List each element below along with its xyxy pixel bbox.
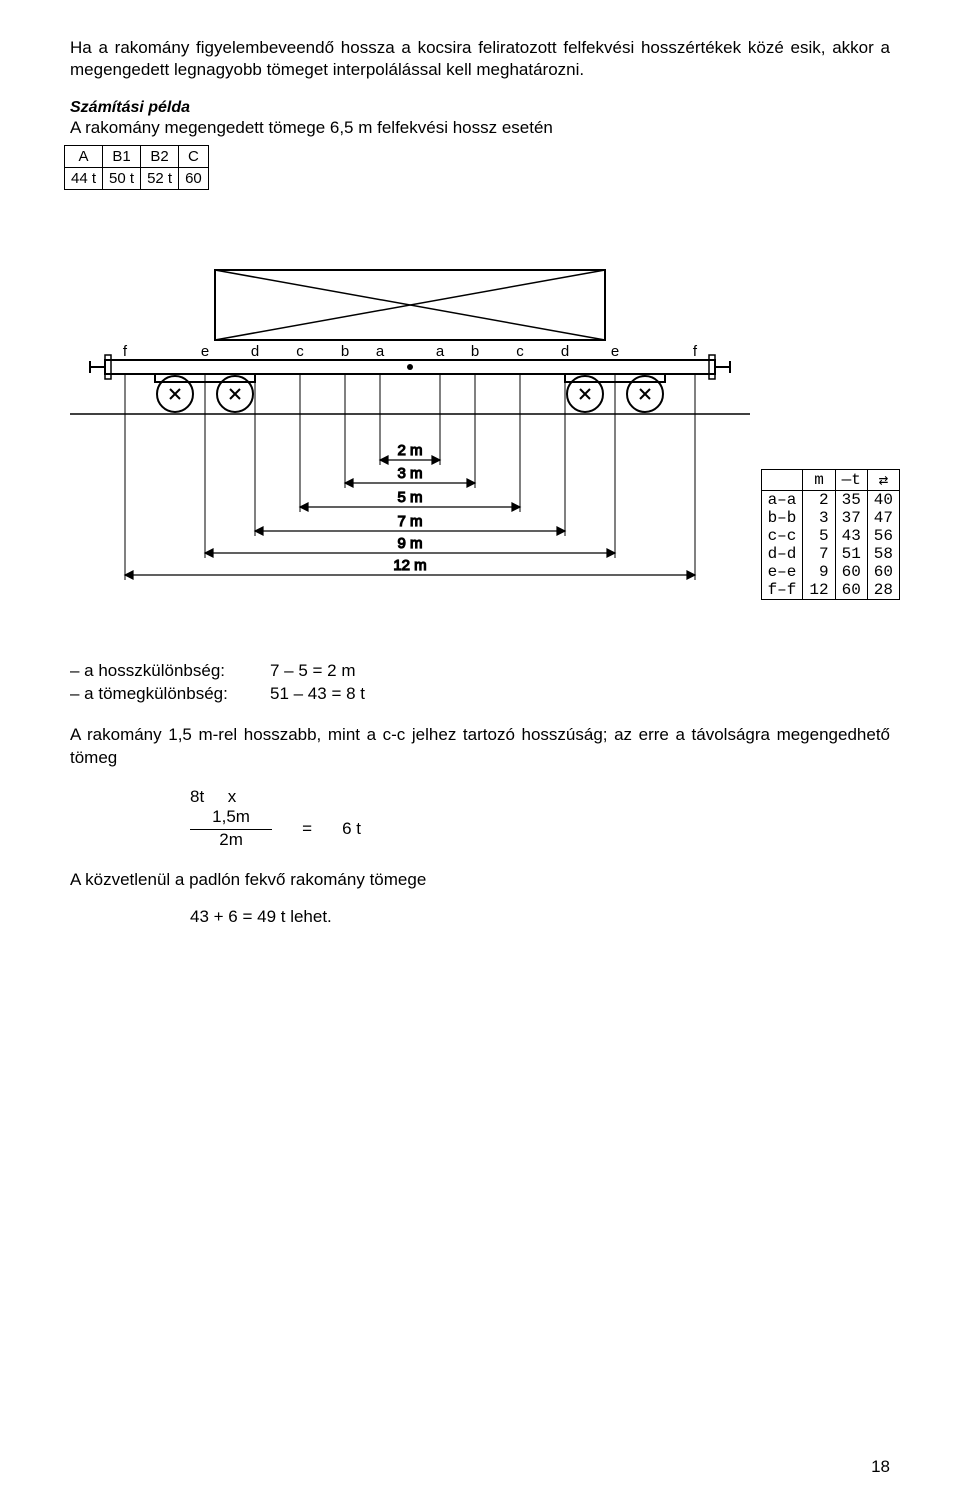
svg-text:a: a (376, 343, 385, 360)
dim-cell: 60 (867, 563, 899, 581)
dim-cell: 60 (835, 563, 867, 581)
formula-equals: = (302, 819, 312, 839)
svg-text:e: e (201, 343, 209, 360)
svg-text:b: b (341, 343, 349, 360)
label-table-header: A (65, 146, 103, 168)
dim-cell: 2 (803, 491, 835, 510)
dim-cell: 37 (835, 509, 867, 527)
dim-cell: e–e (762, 563, 803, 581)
dim-cell: f–f (762, 581, 803, 599)
label-table-header: C (179, 146, 209, 168)
dim-cell: b–b (762, 509, 803, 527)
svg-text:e: e (611, 343, 619, 360)
svg-text:3 m: 3 m (397, 465, 422, 482)
definitions: – a hosszkülönbség: 7 – 5 = 2 m – a töme… (70, 660, 890, 706)
dim-cell: d–d (762, 545, 803, 563)
svg-text:c: c (516, 343, 524, 360)
dim-cell: a–a (762, 491, 803, 510)
svg-text:d: d (561, 343, 569, 360)
formula: 8t x 1,5m 2m = 6 t (190, 787, 890, 850)
def-value: 51 – 43 = 8 t (270, 683, 365, 706)
example-subline: A rakomány megengedett tömege 6,5 m felf… (70, 118, 553, 137)
svg-text:9 m: 9 m (397, 535, 422, 552)
dim-cell: 60 (835, 581, 867, 599)
svg-text:a: a (436, 343, 445, 360)
dim-cell: 5 (803, 527, 835, 545)
label-table-header: B1 (103, 146, 141, 168)
dim-cell: 43 (835, 527, 867, 545)
def-value: 7 – 5 = 2 m (270, 660, 356, 683)
wagon-svg: f e d c b a a b c d e f (70, 260, 750, 600)
label-table-cell: 44 t (65, 168, 103, 190)
dim-cell: 35 (835, 491, 867, 510)
dim-hdr: m (803, 470, 835, 491)
def-label: – a hosszkülönbség: (70, 660, 270, 683)
dim-cell: 58 (867, 545, 899, 563)
dim-cell: 51 (835, 545, 867, 563)
formula-frac-top: 1,5m (190, 807, 272, 830)
page-number: 18 (871, 1457, 890, 1477)
dim-cell: 56 (867, 527, 899, 545)
svg-text:5 m: 5 m (397, 489, 422, 506)
formula-result: 6 t (342, 819, 361, 839)
formula-top: 8t x (190, 787, 236, 807)
dim-cell: 47 (867, 509, 899, 527)
svg-text:f: f (123, 343, 128, 360)
label-table: A B1 B2 C 44 t 50 t 52 t 60 (64, 145, 209, 190)
example-title: Számítási példa (70, 99, 190, 116)
example-header: Számítási példa A rakomány megengedett t… (70, 99, 890, 139)
dim-hdr: ⇄ (867, 470, 899, 491)
paragraph-intro: Ha a rakomány figyelembeveendő hossza a … (70, 37, 890, 81)
svg-text:2 m: 2 m (397, 442, 422, 459)
label-table-cell: 50 t (103, 168, 141, 190)
dim-hdr (762, 470, 803, 491)
wagon-diagram: f e d c b a a b c d e f (70, 260, 890, 600)
svg-text:f: f (693, 343, 698, 360)
dim-cell: 3 (803, 509, 835, 527)
dim-hdr: —t (835, 470, 867, 491)
dimension-table: m —t ⇄ a–a23540 b–b33747 c–c54356 d–d751… (761, 469, 900, 600)
dim-cell: 40 (867, 491, 899, 510)
label-table-cell: 60 (179, 168, 209, 190)
label-table-cell: 52 t (141, 168, 179, 190)
svg-text:b: b (471, 343, 479, 360)
def-label: – a tömegkülönbség: (70, 683, 270, 706)
result-value: 43 + 6 = 49 t lehet. (190, 907, 890, 927)
label-table-header: B2 (141, 146, 179, 168)
formula-frac-bottom: 2m (219, 830, 243, 850)
svg-text:c: c (296, 343, 304, 360)
svg-text:d: d (251, 343, 259, 360)
dim-cell: 12 (803, 581, 835, 599)
svg-text:7 m: 7 m (397, 513, 422, 530)
dim-cell: 7 (803, 545, 835, 563)
dim-cell: c–c (762, 527, 803, 545)
mid-text: A rakomány 1,5 m-rel hosszabb, mint a c-… (70, 724, 890, 770)
dim-cell: 28 (867, 581, 899, 599)
dim-cell: 9 (803, 563, 835, 581)
svg-text:12 m: 12 m (393, 557, 426, 574)
page: Ha a rakomány figyelembeveendő hossza a … (0, 0, 960, 1503)
result-text: A közvetlenül a padlón fekvő rakomány tö… (70, 870, 890, 890)
